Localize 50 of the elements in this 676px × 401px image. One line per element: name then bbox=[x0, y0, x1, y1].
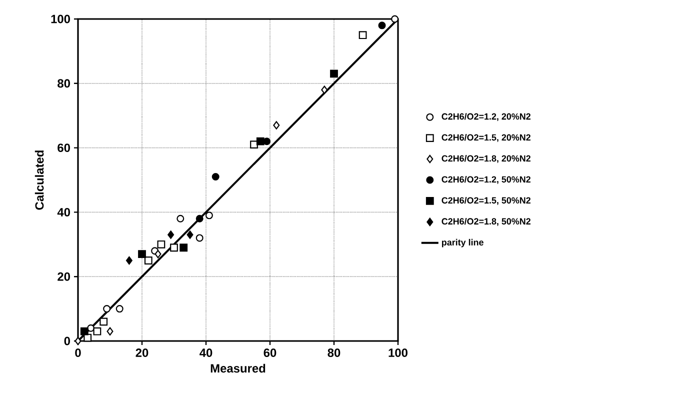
y-tick-label: 40 bbox=[57, 208, 70, 216]
x-tick-label: 40 bbox=[200, 348, 212, 357]
point bbox=[212, 173, 220, 181]
point bbox=[126, 256, 132, 265]
y-axis-title: Calculated bbox=[34, 150, 44, 210]
x-tick-label: 60 bbox=[264, 348, 276, 357]
point bbox=[154, 250, 162, 258]
point bbox=[176, 214, 184, 222]
point bbox=[358, 31, 367, 40]
point bbox=[157, 240, 166, 248]
legend-label: C2H6/O2=1.2, 20%N2 bbox=[442, 113, 530, 121]
point bbox=[93, 327, 102, 336]
point bbox=[273, 121, 280, 130]
point bbox=[205, 212, 213, 220]
legend-label: parity line bbox=[442, 238, 484, 248]
y-tick-label: 80 bbox=[58, 79, 70, 88]
point bbox=[321, 86, 328, 94]
point bbox=[106, 327, 114, 336]
legend-label: C2H6/O2=1.8, 50%N2 bbox=[442, 218, 530, 226]
x-tick-label: 80 bbox=[328, 348, 340, 357]
point bbox=[186, 230, 194, 239]
y-tick-label: 60 bbox=[58, 144, 70, 152]
point bbox=[74, 336, 82, 346]
x-axis-title: Measured bbox=[210, 364, 266, 373]
x-tick-label: 100 bbox=[388, 348, 408, 357]
point bbox=[170, 244, 178, 252]
point bbox=[330, 70, 338, 78]
legend-label: C2H6/O2=1.8, 20%N2 bbox=[442, 155, 530, 163]
x-tick-label: 0 bbox=[75, 348, 81, 357]
point bbox=[100, 318, 108, 326]
point bbox=[103, 305, 111, 313]
legend-label: C2H6/O2=1.5, 50%N2 bbox=[442, 196, 530, 205]
y-tick-label: 0 bbox=[64, 336, 70, 346]
point bbox=[391, 15, 399, 23]
point bbox=[168, 230, 174, 239]
point bbox=[256, 137, 264, 146]
x-tick-label: 20 bbox=[136, 348, 148, 357]
point bbox=[196, 234, 204, 242]
point bbox=[196, 214, 204, 222]
y-tick-label: 100 bbox=[51, 14, 70, 24]
point bbox=[116, 305, 124, 313]
point bbox=[180, 244, 188, 252]
y-tick-label: 20 bbox=[58, 272, 70, 281]
point bbox=[80, 327, 88, 336]
point bbox=[378, 22, 386, 30]
legend-label: C2H6/O2=1.5, 20%N2 bbox=[442, 134, 530, 142]
legend-label: C2H6/O2=1.2, 50%N2 bbox=[442, 176, 530, 184]
point bbox=[250, 140, 258, 149]
point bbox=[144, 256, 152, 264]
point bbox=[138, 250, 146, 258]
